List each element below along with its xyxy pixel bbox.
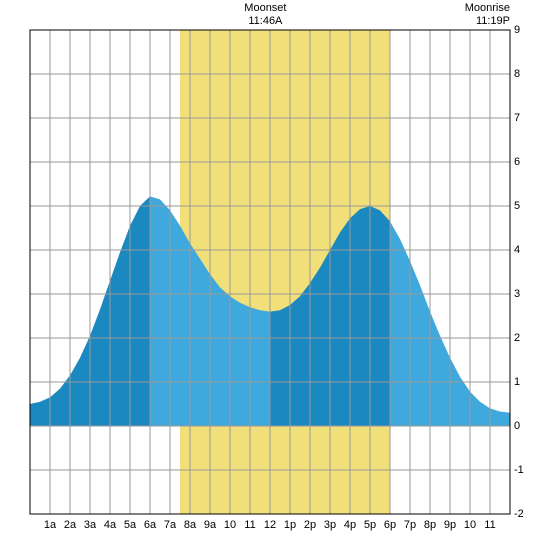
y-tick-label: 5 [514, 200, 520, 212]
moon-event-label: Moonset11:46A [244, 2, 286, 28]
y-tick-label: -2 [514, 508, 524, 520]
y-tick-label: -1 [514, 464, 524, 476]
x-tick-label: 1a [44, 519, 56, 531]
x-tick-label: 4a [104, 519, 116, 531]
moon-event-title: Moonset [244, 2, 286, 14]
moon-event-label: Moonrise11:19P [465, 2, 510, 28]
y-tick-label: 2 [514, 332, 520, 344]
y-tick-label: 0 [514, 420, 520, 432]
x-tick-label: 9p [444, 519, 456, 531]
y-tick-label: 8 [514, 68, 520, 80]
y-tick-label: 3 [514, 288, 520, 300]
y-tick-label: 6 [514, 156, 520, 168]
x-tick-label: 8a [184, 519, 196, 531]
x-tick-label: 11 [244, 519, 255, 531]
x-tick-label: 7p [404, 519, 416, 531]
x-tick-label: 6a [144, 519, 156, 531]
x-tick-label: 1p [284, 519, 296, 531]
x-tick-label: 10 [464, 519, 476, 531]
y-tick-label: 4 [514, 244, 520, 256]
y-tick-label: 9 [514, 24, 520, 36]
x-tick-label: 10 [224, 519, 236, 531]
x-tick-label: 12 [264, 519, 276, 531]
x-tick-label: 3a [84, 519, 96, 531]
y-tick-label: 7 [514, 112, 520, 124]
x-tick-label: 9a [204, 519, 216, 531]
moon-event-time: 11:46A [244, 15, 286, 28]
x-tick-label: 11 [484, 519, 495, 531]
x-tick-label: 8p [424, 519, 436, 531]
y-tick-label: 1 [514, 376, 520, 388]
tide-chart: 1a2a3a4a5a6a7a8a9a1011121p2p3p4p5p6p7p8p… [0, 0, 550, 550]
x-tick-label: 5p [364, 519, 376, 531]
moon-event-time: 11:19P [465, 15, 510, 28]
x-tick-label: 4p [344, 519, 356, 531]
x-tick-label: 3p [324, 519, 336, 531]
chart-svg [0, 0, 550, 550]
x-tick-label: 2p [304, 519, 316, 531]
x-tick-label: 7a [164, 519, 176, 531]
x-tick-label: 6p [384, 519, 396, 531]
x-tick-label: 5a [124, 519, 136, 531]
moon-event-title: Moonrise [465, 2, 510, 14]
x-tick-label: 2a [64, 519, 76, 531]
